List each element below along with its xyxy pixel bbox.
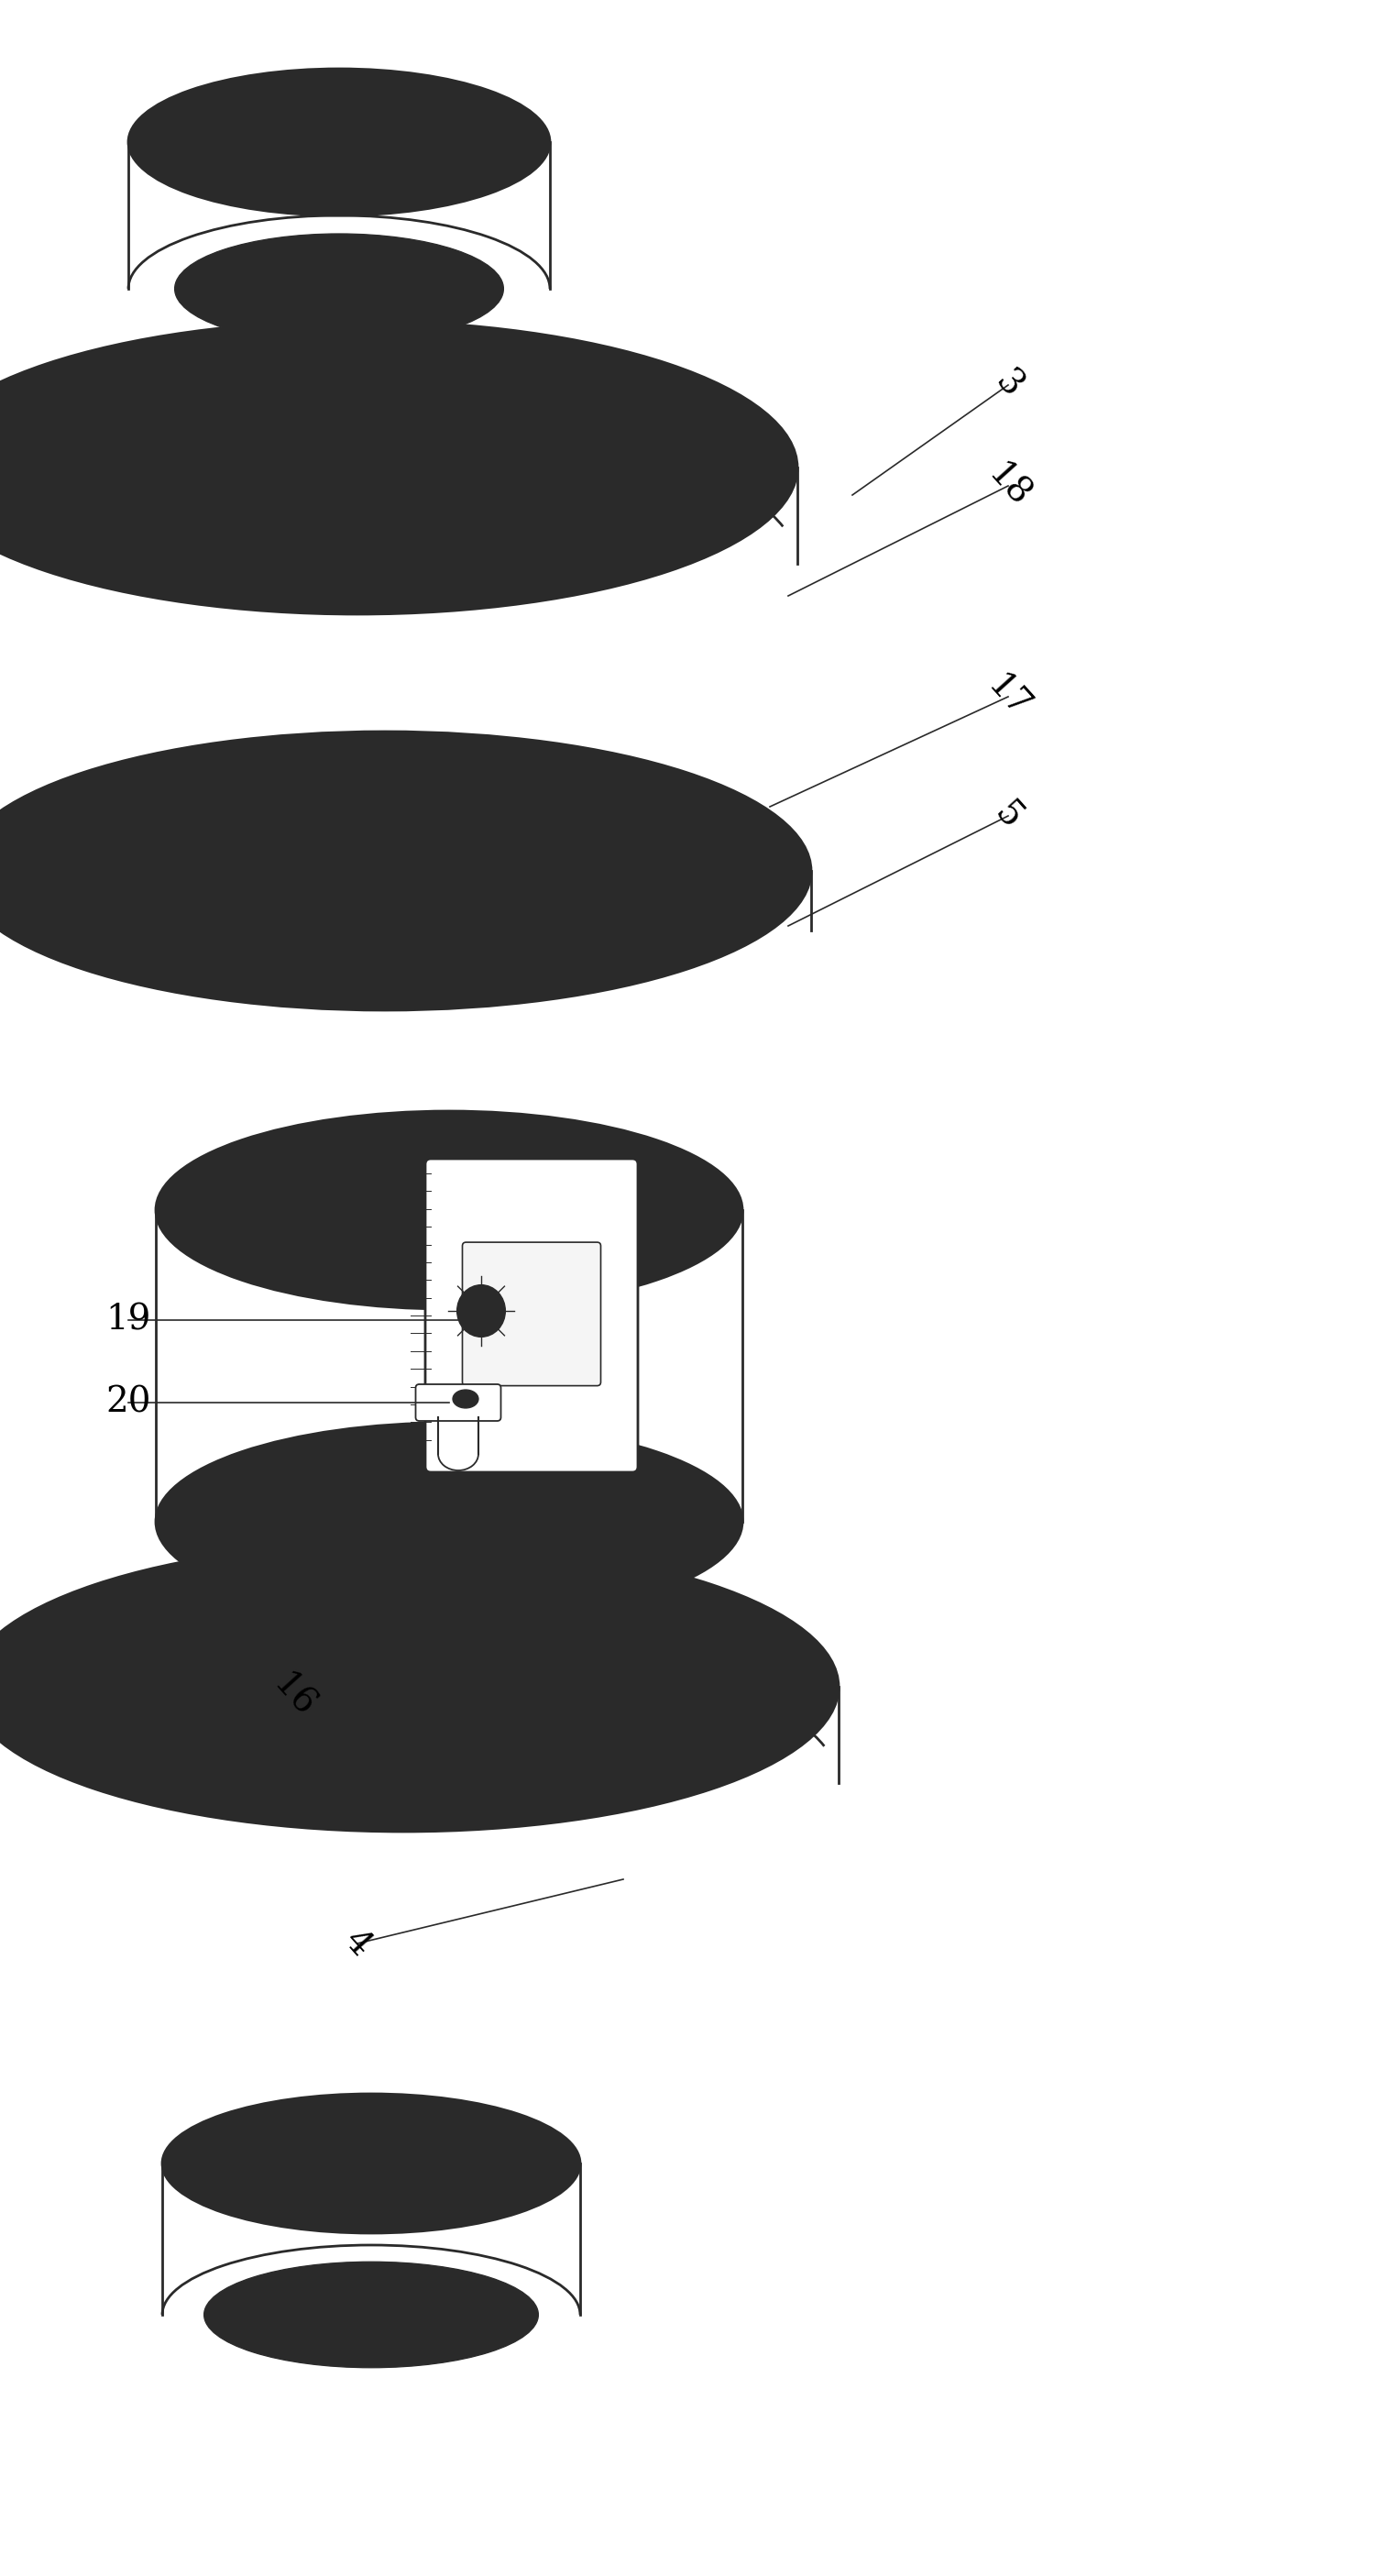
Ellipse shape bbox=[188, 786, 545, 938]
Ellipse shape bbox=[375, 1558, 406, 1577]
Ellipse shape bbox=[279, 974, 308, 992]
Ellipse shape bbox=[630, 533, 661, 551]
Text: 5: 5 bbox=[988, 796, 1029, 835]
Text: 18: 18 bbox=[980, 459, 1036, 515]
Ellipse shape bbox=[68, 1734, 100, 1752]
Ellipse shape bbox=[75, 1618, 106, 1636]
Ellipse shape bbox=[40, 355, 675, 580]
Ellipse shape bbox=[480, 974, 509, 989]
Ellipse shape bbox=[159, 353, 191, 371]
Ellipse shape bbox=[89, 1577, 717, 1798]
Ellipse shape bbox=[457, 1285, 505, 1337]
Ellipse shape bbox=[641, 389, 672, 407]
Ellipse shape bbox=[0, 459, 8, 477]
Ellipse shape bbox=[156, 1110, 743, 1309]
Ellipse shape bbox=[453, 1391, 478, 1409]
Ellipse shape bbox=[329, 337, 360, 355]
Ellipse shape bbox=[464, 1293, 498, 1329]
Ellipse shape bbox=[85, 371, 630, 564]
Ellipse shape bbox=[633, 940, 662, 956]
Ellipse shape bbox=[0, 1543, 839, 1832]
Ellipse shape bbox=[701, 479, 733, 497]
Ellipse shape bbox=[132, 559, 163, 577]
Ellipse shape bbox=[357, 1798, 388, 1816]
Ellipse shape bbox=[38, 824, 67, 840]
Ellipse shape bbox=[190, 407, 524, 528]
Ellipse shape bbox=[128, 70, 549, 216]
Ellipse shape bbox=[683, 1607, 715, 1628]
Ellipse shape bbox=[156, 1422, 743, 1620]
Ellipse shape bbox=[174, 234, 503, 343]
Ellipse shape bbox=[388, 837, 446, 878]
Ellipse shape bbox=[496, 348, 527, 366]
Ellipse shape bbox=[496, 569, 527, 587]
Text: 4: 4 bbox=[337, 1924, 378, 1963]
Ellipse shape bbox=[722, 853, 751, 868]
Ellipse shape bbox=[162, 2094, 580, 2233]
Ellipse shape bbox=[177, 1607, 630, 1767]
Text: 16: 16 bbox=[265, 1667, 321, 1723]
FancyBboxPatch shape bbox=[463, 1242, 601, 1386]
Ellipse shape bbox=[204, 2262, 538, 2367]
Ellipse shape bbox=[204, 2110, 538, 2215]
Ellipse shape bbox=[743, 1698, 775, 1716]
FancyBboxPatch shape bbox=[415, 1383, 500, 1422]
Ellipse shape bbox=[22, 884, 52, 899]
Text: 3: 3 bbox=[988, 366, 1029, 404]
Ellipse shape bbox=[541, 1788, 572, 1806]
Ellipse shape bbox=[717, 886, 746, 904]
Ellipse shape bbox=[145, 77, 533, 206]
Ellipse shape bbox=[178, 2102, 563, 2226]
Ellipse shape bbox=[26, 1677, 57, 1695]
Ellipse shape bbox=[174, 88, 503, 198]
Ellipse shape bbox=[167, 768, 197, 786]
Ellipse shape bbox=[0, 322, 797, 613]
Ellipse shape bbox=[0, 889, 22, 909]
Ellipse shape bbox=[520, 757, 549, 775]
Ellipse shape bbox=[78, 762, 691, 979]
Ellipse shape bbox=[339, 747, 369, 765]
Text: 17: 17 bbox=[980, 670, 1036, 724]
Ellipse shape bbox=[20, 515, 50, 533]
Ellipse shape bbox=[180, 1775, 212, 1795]
Ellipse shape bbox=[406, 850, 429, 866]
Ellipse shape bbox=[208, 1574, 238, 1592]
Ellipse shape bbox=[309, 580, 342, 598]
Ellipse shape bbox=[0, 732, 811, 1010]
Ellipse shape bbox=[473, 1301, 491, 1321]
Ellipse shape bbox=[238, 1625, 569, 1747]
Ellipse shape bbox=[25, 397, 57, 415]
Text: 20: 20 bbox=[106, 1386, 151, 1419]
Ellipse shape bbox=[230, 801, 503, 922]
Ellipse shape bbox=[659, 796, 690, 814]
Ellipse shape bbox=[128, 386, 587, 549]
Ellipse shape bbox=[134, 1592, 673, 1780]
Ellipse shape bbox=[541, 1569, 572, 1587]
FancyBboxPatch shape bbox=[425, 1159, 638, 1473]
Ellipse shape bbox=[672, 1752, 704, 1770]
Text: 19: 19 bbox=[106, 1303, 151, 1337]
Ellipse shape bbox=[99, 938, 128, 953]
